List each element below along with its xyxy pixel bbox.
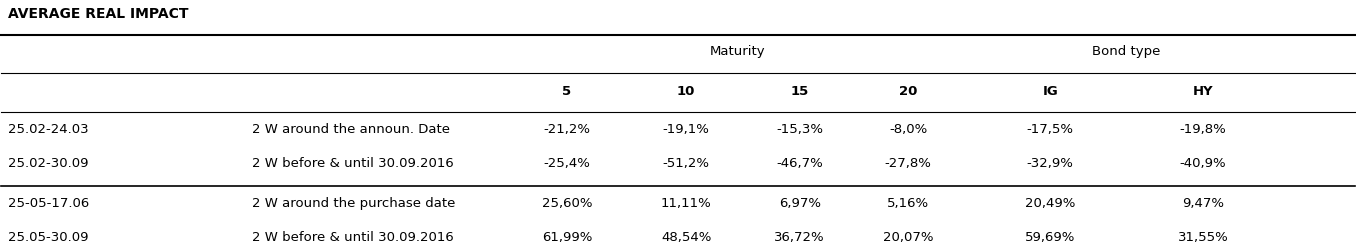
Text: 2 W around the purchase date: 2 W around the purchase date	[252, 197, 456, 210]
Text: 25,60%: 25,60%	[542, 197, 593, 210]
Text: -27,8%: -27,8%	[884, 157, 932, 170]
Text: 15: 15	[791, 85, 810, 98]
Text: -25,4%: -25,4%	[544, 157, 590, 170]
Text: 25.02-30.09: 25.02-30.09	[8, 157, 88, 170]
Text: -32,9%: -32,9%	[1026, 157, 1074, 170]
Text: 5,16%: 5,16%	[887, 197, 929, 210]
Text: IG: IG	[1043, 85, 1058, 98]
Text: 9,47%: 9,47%	[1182, 197, 1224, 210]
Text: -15,3%: -15,3%	[776, 123, 823, 136]
Text: 25.02-24.03: 25.02-24.03	[8, 123, 88, 136]
Text: 2 W before & until 30.09.2016: 2 W before & until 30.09.2016	[252, 231, 453, 244]
Text: AVERAGE REAL IMPACT: AVERAGE REAL IMPACT	[8, 7, 188, 21]
Text: 36,72%: 36,72%	[774, 231, 824, 244]
Text: -46,7%: -46,7%	[777, 157, 823, 170]
Text: -19,1%: -19,1%	[663, 123, 709, 136]
Text: 11,11%: 11,11%	[660, 197, 712, 210]
Text: 2 W before & until 30.09.2016: 2 W before & until 30.09.2016	[252, 157, 453, 170]
Text: 20,49%: 20,49%	[1025, 197, 1075, 210]
Text: 20,07%: 20,07%	[883, 231, 933, 244]
Text: -51,2%: -51,2%	[663, 157, 709, 170]
Text: 25-05-17.06: 25-05-17.06	[8, 197, 89, 210]
Text: 31,55%: 31,55%	[1177, 231, 1229, 244]
Text: 2 W around the announ. Date: 2 W around the announ. Date	[252, 123, 450, 136]
Text: -8,0%: -8,0%	[890, 123, 928, 136]
Text: -40,9%: -40,9%	[1180, 157, 1226, 170]
Text: 6,97%: 6,97%	[778, 197, 820, 210]
Text: 48,54%: 48,54%	[660, 231, 712, 244]
Text: -17,5%: -17,5%	[1026, 123, 1074, 136]
Text: 59,69%: 59,69%	[1025, 231, 1075, 244]
Text: 61,99%: 61,99%	[542, 231, 593, 244]
Text: -19,8%: -19,8%	[1180, 123, 1226, 136]
Text: 10: 10	[677, 85, 696, 98]
Text: -21,2%: -21,2%	[544, 123, 590, 136]
Text: 25.05-30.09: 25.05-30.09	[8, 231, 88, 244]
Text: HY: HY	[1193, 85, 1214, 98]
Text: Maturity: Maturity	[709, 45, 765, 58]
Text: Bond type: Bond type	[1093, 45, 1161, 58]
Text: 20: 20	[899, 85, 917, 98]
Text: 5: 5	[563, 85, 572, 98]
